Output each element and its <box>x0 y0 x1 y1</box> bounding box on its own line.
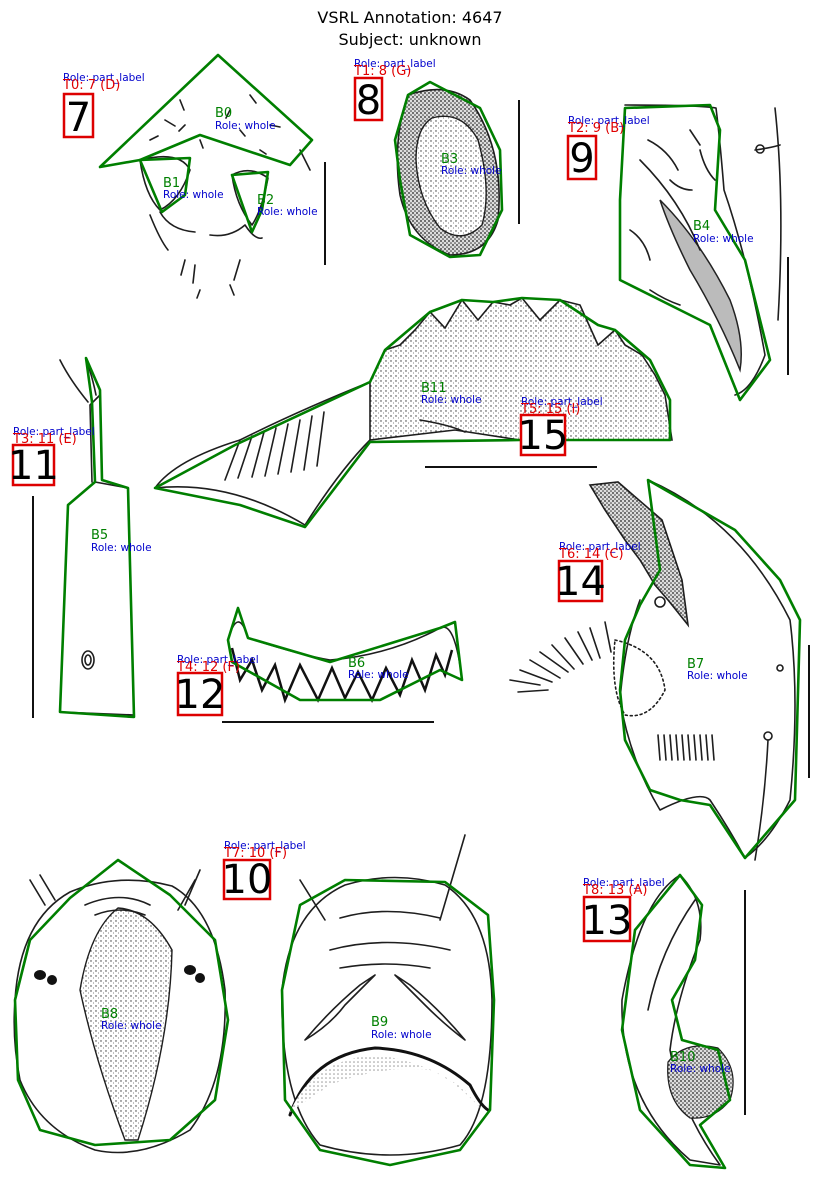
title-line-2: Subject: unknown <box>339 30 482 49</box>
box-role-b1: Role: whole <box>163 189 224 201</box>
text-role-t4: Role: part_label <box>177 654 259 666</box>
polygon-b3 <box>393 80 504 259</box>
box-role-b2: Role: whole <box>257 206 318 218</box>
text-role-t6: Role: part_label <box>559 541 641 553</box>
polygon-b7 <box>618 478 802 860</box>
number-box-7: 7 <box>62 92 95 141</box>
box-name-b11: B11 <box>421 381 446 396</box>
text-label-t2: T2: 9 (B) <box>567 121 624 136</box>
box-name-b4: B4 <box>693 219 710 234</box>
number-box-13: 13 <box>582 895 633 944</box>
box-role-b6: Role: whole <box>348 669 409 681</box>
box-name-b8: B8 <box>101 1007 118 1022</box>
figure-14-artwork <box>509 479 796 861</box>
number-7: 7 <box>66 95 91 141</box>
box-role-b3: Role: whole <box>441 165 502 177</box>
figure-9-artwork <box>624 104 782 396</box>
title-line-1: VSRL Annotation: 4647 <box>317 8 502 27</box>
text-label-t4: T4: 12 (F) <box>176 660 240 675</box>
text-label-t3: T3: 11 (E) <box>12 432 77 447</box>
figure-7-artwork <box>99 54 313 299</box>
box-name-b9: B9 <box>371 1015 388 1030</box>
polygon-b5 <box>58 356 136 719</box>
box-role-b4: Role: whole <box>693 233 754 245</box>
polygon-b9 <box>280 878 496 1167</box>
box-name-b6: B6 <box>348 656 365 671</box>
polygons <box>13 53 802 1170</box>
number-box-9: 9 <box>566 134 598 182</box>
number-14: 14 <box>555 559 606 605</box>
figure-10-left-artwork <box>13 869 227 1154</box>
box-role-b8: Role: whole <box>101 1020 162 1032</box>
text-role-t5: Role: part_label <box>521 396 603 408</box>
text-label-t8: T8: 13 (A) <box>582 883 647 898</box>
box-name-b10: B10 <box>670 1050 695 1065</box>
number-box-10: 10 <box>222 857 273 903</box>
box-role-b5: Role: whole <box>91 542 152 554</box>
box-name-b1: B1 <box>163 176 180 191</box>
polygon-b8 <box>13 858 230 1147</box>
scale-bars <box>32 100 810 1115</box>
figure-10-right-artwork <box>281 834 493 1156</box>
number-11: 11 <box>8 443 59 489</box>
number-15: 15 <box>518 413 569 459</box>
text-role-t2: Role: part_label <box>568 115 650 127</box>
box-role-b10: Role: whole <box>670 1063 731 1075</box>
text-annotations: Role: part_label T0: 7 (D) Role: part_la… <box>12 58 665 898</box>
number-13: 13 <box>582 898 633 944</box>
number-9: 9 <box>569 136 594 182</box>
polygon-b6 <box>226 606 464 702</box>
number-boxes: 7 8 9 11 12 15 14 10 <box>8 76 633 944</box>
number-box-14: 14 <box>555 559 606 605</box>
text-role-t7: Role: part_label <box>224 840 306 852</box>
box-name-b0: B0 <box>215 106 232 121</box>
polygon-b10 <box>620 873 732 1170</box>
figure-12-artwork <box>227 621 463 704</box>
number-10: 10 <box>222 857 273 903</box>
figure-8-artwork <box>396 88 500 256</box>
text-role-t1: Role: part_label <box>354 58 436 70</box>
polygon-b2 <box>230 170 270 234</box>
box-name-b7: B7 <box>687 657 704 672</box>
text-role-t3: Role: part_label <box>13 426 95 438</box>
number-box-8: 8 <box>353 76 384 124</box>
box-labels: B0 Role: whole B1 Role: whole B2 Role: w… <box>91 106 754 1075</box>
text-label-t7: T7: 10 (F) <box>223 846 287 861</box>
number-8: 8 <box>356 78 381 124</box>
text-label-t5: T5: 15 (I) <box>520 402 580 417</box>
polygon-b1 <box>138 156 192 214</box>
number-12: 12 <box>175 672 226 718</box>
box-name-b2: B2 <box>257 193 274 208</box>
box-role-b7: Role: whole <box>687 670 748 682</box>
box-name-b5: B5 <box>91 528 108 543</box>
text-role-t0: Role: part_label <box>63 72 145 84</box>
polygon-b11 <box>153 296 672 529</box>
box-role-b9: Role: whole <box>371 1029 432 1041</box>
figure-15-artwork <box>154 296 673 526</box>
number-box-12: 12 <box>175 671 226 718</box>
text-label-t0: T0: 7 (D) <box>62 78 120 93</box>
text-label-t6: T6: 14 (C) <box>558 547 624 562</box>
box-role-b11: Role: whole <box>421 394 482 406</box>
box-name-b3: B3 <box>441 152 458 167</box>
text-role-t8: Role: part_label <box>583 877 665 889</box>
number-box-15: 15 <box>518 413 569 459</box>
number-box-11: 11 <box>8 443 59 489</box>
polygon-b4 <box>618 103 772 402</box>
box-role-b0: Role: whole <box>215 120 276 132</box>
text-label-t1: T1: 8 (G) <box>353 64 411 79</box>
